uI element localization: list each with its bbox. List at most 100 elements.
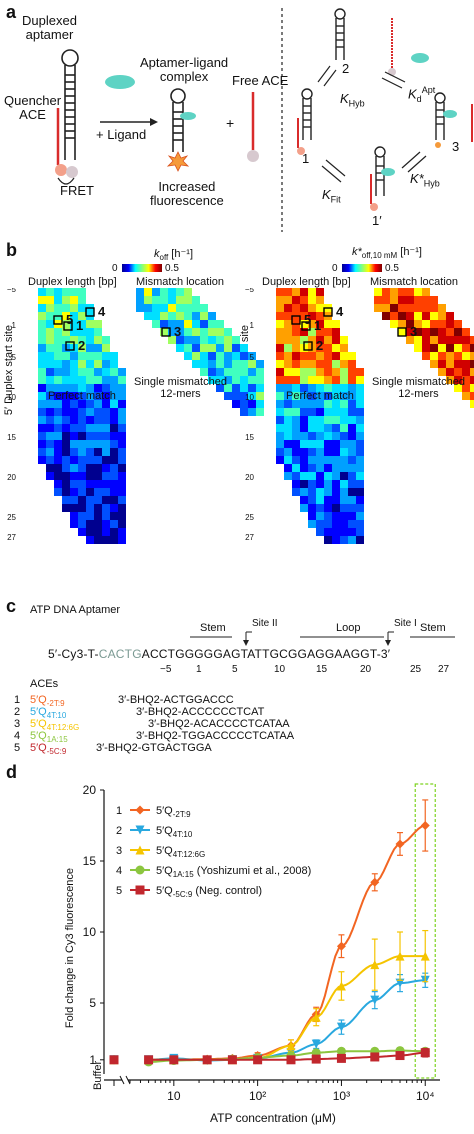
perfect-match-left-cell [70, 400, 78, 408]
perfect-match-left-cell [78, 504, 86, 512]
start-site-tick: 5 [250, 353, 255, 362]
perfect-match-right-cell [292, 472, 300, 480]
perfect-match-left-cell [94, 448, 102, 456]
mismatch-right-cell [414, 288, 422, 296]
perfect-match-left-cell [110, 416, 118, 424]
mismatch-left-cell [216, 376, 224, 384]
perfect-match-right-cell [308, 304, 316, 312]
highlight-box-3: 3 [397, 324, 417, 339]
mismatch-left-cell [208, 360, 216, 368]
perfect-match-left-cell [62, 408, 70, 416]
perfect-match-left-cell [70, 464, 78, 472]
k-hyb-star-label: K*Hyb [410, 171, 440, 189]
mismatch-left-cell [208, 312, 216, 320]
perfect-match-right-cell [332, 448, 340, 456]
buffer-label: Buffer [92, 1060, 104, 1090]
mismatch-left-cell [200, 312, 208, 320]
perfect-match-left-cell [62, 360, 70, 368]
perfect-match-left-cell [118, 400, 126, 408]
perfect-match-left-cell [86, 360, 94, 368]
mismatch-left-cell [184, 320, 192, 328]
mismatch-left-cell [152, 312, 160, 320]
ace-name: 5′Q-2T:9 [30, 694, 65, 709]
perfect-match-right-cell [340, 392, 348, 400]
aptamer-annotations [190, 631, 455, 646]
mismatch-left-cell [200, 368, 208, 376]
perfect-match-left-cell [86, 400, 94, 408]
mismatch-right-cell [414, 328, 422, 336]
mismatch-right-cell [462, 392, 470, 400]
perfect-match-left-cell [38, 296, 46, 304]
perfect-match-left-cell [102, 408, 110, 416]
mismatch-left-cell [224, 392, 232, 400]
start-site-tick: 27 [7, 533, 16, 542]
mismatch-right-cell [446, 368, 454, 376]
perfect-match-left-cell [46, 416, 54, 424]
data-point [202, 1055, 212, 1065]
perfect-match-right-cell [284, 456, 292, 464]
ace-number: 4 [14, 730, 21, 742]
perfect-match-left-cell [70, 368, 78, 376]
perfect-match-right-cell [284, 416, 292, 424]
perfect-match-right-cell [316, 448, 324, 456]
perfect-match-right-cell [332, 336, 340, 344]
mismatch-right-cell [422, 304, 430, 312]
stem-right-label: Stem [420, 622, 446, 634]
duplexed-aptamer-icon [61, 49, 79, 160]
perfect-match-right-cell [308, 480, 316, 488]
ace-number: 5 [14, 742, 21, 754]
perfect-match-left-cell [94, 392, 102, 400]
mismatch-left-cell [216, 320, 224, 328]
perfect-match-left-cell [62, 416, 70, 424]
perfect-match-right-cell [308, 352, 316, 360]
mismatch-right-cell [462, 384, 470, 392]
perfect-match-right-cell [324, 496, 332, 504]
perfect-match-right-cell [308, 424, 316, 432]
perfect-match-left-cell [86, 416, 94, 424]
highlight-box-5: 5 [291, 312, 311, 327]
perfect-match-left-cell [62, 384, 70, 392]
mismatch-right-cell [398, 328, 406, 336]
data-point [336, 1053, 346, 1063]
perfect-match-left-cell [102, 488, 110, 496]
perfect-match-right-cell [316, 488, 324, 496]
perfect-match-left-cell [102, 512, 110, 520]
seq-number-5: 5 [232, 664, 238, 675]
mismatch-left-cell [152, 304, 160, 312]
perfect-match-left-cell [62, 472, 70, 480]
mismatch-left-cell [224, 368, 232, 376]
plus-ligand-label: + Ligand [96, 127, 147, 142]
mismatch-left-cell [248, 368, 256, 376]
mismatch-right-cell [422, 296, 430, 304]
perfect-match-right-cell [276, 352, 284, 360]
perfect-match-left-cell [118, 416, 126, 424]
ace-list: 1 5′Q-2T:9 3′-BHQ2-ACTGGACCC 2 5′Q4T:10 3′-BH… [0, 694, 474, 756]
axis-break [125, 1075, 131, 1085]
mismatch-right-cell [406, 320, 414, 328]
perfect-match-left-cell [70, 520, 78, 528]
perfect-match-right-cell [308, 440, 316, 448]
stem-left-label: Stem [200, 622, 226, 634]
perfect-match-left-cell [38, 304, 46, 312]
highlight-box-3: 3 [161, 324, 181, 339]
legend-label: 5′Q4T:12:6G [156, 845, 205, 859]
perfect-match-right-cell [284, 464, 292, 472]
perfect-match-right-cell [308, 472, 316, 480]
perfect-match-left-cell [70, 504, 78, 512]
left-duplex-length-label: Duplex length [bp] [28, 276, 117, 288]
mismatch-right-cell [462, 376, 470, 384]
perfect-match-right-cell [308, 520, 316, 528]
perfect-match-right-cell [284, 312, 292, 320]
perfect-match-left-cell [38, 440, 46, 448]
ace-name: 5′Q1A:15 [30, 730, 68, 745]
perfect-match-left-cell [62, 400, 70, 408]
perfect-match-left-cell [62, 488, 70, 496]
mismatch-left-cell [232, 384, 240, 392]
mismatch-left-cell [208, 376, 216, 384]
perfect-match-right-cell [356, 456, 364, 464]
perfect-match-left-cell [54, 360, 62, 368]
legend-item: 1 5′Q-2T:9 [116, 805, 191, 819]
state-2-icon [334, 8, 346, 60]
legend-item: 2 5′Q4T:10 [116, 825, 193, 839]
